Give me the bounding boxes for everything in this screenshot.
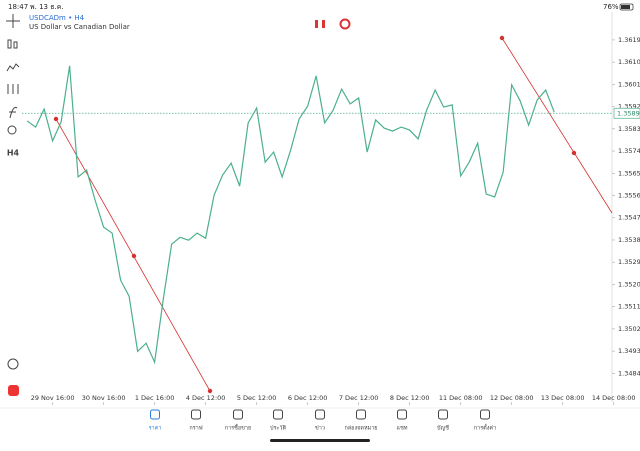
nav-icon [191,409,201,420]
y-tick-label: 1.36100 [618,58,640,66]
nav-item[interactable]: กล่องจดหมาย [344,409,378,432]
nav-item[interactable]: การซื้อขาย [225,409,251,432]
trend-lines [53,35,613,394]
nav-label: ข่าว [315,426,325,432]
x-tick-label: 30 Nov 16:00 [82,394,126,402]
y-tick-label: 1.35650 [618,169,640,177]
x-tick-label: 5 Dec 12:00 [237,394,277,402]
candles-icon [13,41,18,49]
trend-point[interactable] [571,150,577,156]
flag-icon [318,20,322,28]
x-tick-label: 6 Dec 12:00 [288,394,328,402]
left-toolbar [6,14,20,396]
objects-icon[interactable] [7,125,17,135]
nav-label: การตั้งค่า [474,424,496,432]
battery-level [621,5,630,9]
y-tick-label: 1.35380 [618,236,640,244]
search-icon[interactable] [7,358,19,370]
trend-point[interactable] [131,253,137,259]
battery-icon [619,3,634,11]
chart-subtitle: US Dollar vs Canadian Dollar [29,23,130,31]
trend-line[interactable] [501,37,613,214]
trend-point[interactable] [499,35,505,41]
nav-label: กราฟ [189,425,202,432]
home-indicator [270,439,370,442]
nav-label: ประวัติ [270,425,286,432]
x-tick-label: 11 Dec 08:00 [439,394,483,402]
nav-icon [273,409,283,420]
nav-label: การซื้อขาย [225,424,251,432]
y-tick-label: 1.35470 [618,214,640,222]
nav-label: แชท [397,425,408,432]
y-tick-label: 1.35920 [618,103,640,111]
timeframe-button[interactable]: H4 [7,149,20,158]
nav-label: บัญชี [437,425,449,432]
candles-icon[interactable] [7,39,12,49]
y-tick-label: 1.35020 [618,325,640,333]
y-tick-label: 1.34840 [618,369,640,377]
y-tick-label: 1.36190 [618,36,640,44]
trend-point[interactable] [207,388,213,394]
status-date: พ. 13 ธ.ค. [30,3,64,11]
flag-icon[interactable] [339,18,351,30]
x-tick-label: 12 Dec 08:00 [490,394,534,402]
nav-item[interactable]: บัญชี [437,409,449,432]
nav-icon [397,409,407,420]
nav-item[interactable]: การตั้งค่า [474,409,496,432]
function-icon[interactable] [9,107,18,119]
indicators-icon[interactable] [6,63,20,72]
y-tick-label: 1.35110 [618,303,640,311]
y-tick-label: 1.35560 [618,192,640,200]
current-price-label: 1.35893 [617,109,640,117]
x-tick-label: 4 Dec 12:00 [186,394,226,402]
chart-title: USDCADm • H4 [29,14,85,22]
nav-item[interactable]: ประวัติ [270,409,286,432]
price-line [26,65,555,365]
trend-point[interactable] [53,116,59,122]
nav-icon [480,409,490,420]
y-tick-label: 1.35200 [618,280,640,288]
nav-label: ราคา [149,426,162,432]
nav-icon [438,409,448,420]
y-tick-label: 1.35290 [618,258,640,266]
nav-label: กล่องจดหมาย [344,426,377,432]
nav-icon [356,409,366,420]
nav-item[interactable]: ราคา [149,409,162,432]
nav-icon [315,409,325,420]
status-battery: 76% [603,3,619,11]
nav-item[interactable]: กราฟ [189,409,203,432]
app-icon[interactable] [8,385,19,396]
status-time: 18:47 [8,3,28,11]
y-tick-label: 1.35740 [618,147,640,155]
nav-icon [233,409,243,420]
x-tick-label: 8 Dec 12:00 [390,394,430,402]
y-tick-label: 1.34930 [618,347,640,355]
current-price-box [613,107,640,119]
y-tick-label: 1.36010 [618,80,640,88]
x-tick-label: 13 Dec 08:00 [541,394,585,402]
x-tick-label: 14 Dec 08:00 [592,394,636,402]
nav-item[interactable]: แชท [397,409,408,432]
y-tick-label: 1.35830 [618,125,640,133]
x-tick-label: 7 Dec 12:00 [339,394,379,402]
nav-item[interactable]: ข่าว [315,409,325,432]
x-tick-label: 1 Dec 16:00 [135,394,175,402]
x-tick-label: 29 Nov 16:00 [31,394,75,402]
nav-icon [150,409,160,420]
